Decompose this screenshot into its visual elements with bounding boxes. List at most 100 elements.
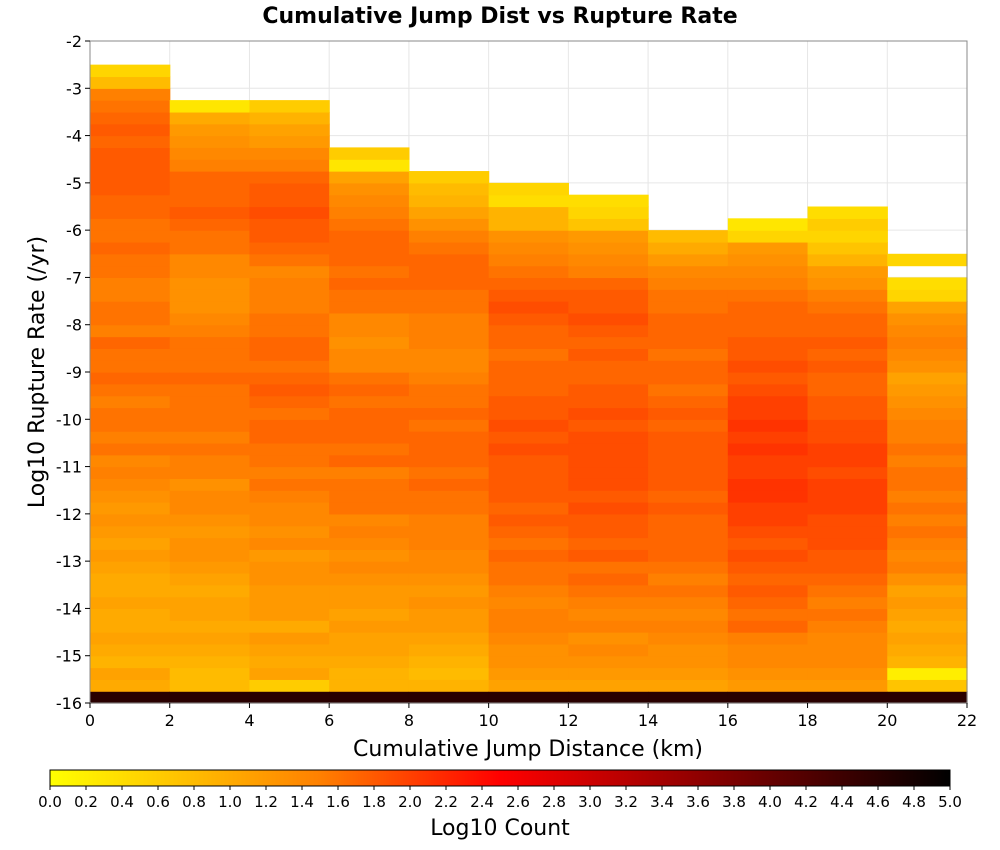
heatmap-cell [727,502,809,515]
heatmap-cell [329,679,410,692]
heatmap-cell [488,336,569,349]
heatmap-cell [329,419,410,432]
heatmap-cell [807,348,888,361]
heatmap-cell [648,525,729,539]
heatmap-cell [648,324,729,338]
heatmap-cell [90,159,171,172]
heatmap-cell [568,407,649,420]
heatmap-cell [727,655,809,669]
heatmap-cell [807,561,888,574]
heatmap-cell [249,360,330,373]
heatmap-cell [727,301,809,314]
heatmap-cell [568,679,649,692]
heatmap-cell [329,348,410,361]
heatmap-cell [488,253,569,267]
colorbar-tick-label: 2.6 [506,793,530,811]
heatmap-cell [408,608,490,621]
heatmap-cell [90,561,171,574]
y-tick-label: -10 [56,410,82,429]
heatmap-cell [169,596,251,610]
heatmap-cell [90,679,171,692]
heatmap-cell [169,301,251,314]
heatmap-cell [568,265,649,279]
heatmap-cell [249,123,330,137]
heatmap-cell [807,584,888,598]
heatmap-cell [90,135,171,148]
heatmap-cell [648,431,729,444]
heatmap-cell [249,312,330,326]
heatmap-cell [169,100,251,113]
heatmap-cell [727,383,809,397]
heatmap-cell [807,206,888,219]
heatmap-cell [408,643,490,657]
heatmap-cell [169,466,251,479]
heatmap-cell [488,206,569,219]
heatmap-cell [249,253,330,267]
heatmap-cell [568,324,649,338]
heatmap-cell [329,324,410,338]
heatmap-cell [249,372,330,385]
heatmap-cell [727,289,809,302]
heatmap-cell [807,549,888,562]
y-tick-label: -12 [56,505,82,524]
heatmap-cell [488,655,569,669]
heatmap-cell [408,584,490,598]
colorbar-tick-label: 0.2 [74,793,98,811]
heatmap-cell [90,407,171,420]
heatmap-cell [488,419,569,432]
heatmap-cell [408,230,490,243]
heatmap-cell [648,655,729,669]
heatmap-cell [648,620,729,633]
heatmap-cell [169,691,251,704]
heatmap-cell [329,312,410,326]
heatmap-cell [648,596,729,610]
heatmap-cell [568,419,649,432]
heatmap-cell [249,655,330,669]
heatmap-cell [727,691,809,704]
colorbar-tick-label: 0.0 [38,793,62,811]
colorbar-tick-label: 2.2 [434,793,458,811]
heatmap-cell [408,490,490,503]
heatmap-cell [568,643,649,657]
heatmap-cell [807,230,888,243]
heatmap-cell [727,348,809,361]
heatmap-cell [329,253,410,267]
y-tick-label: -11 [56,458,82,477]
heatmap-cell [727,265,809,279]
heatmap-cell [568,360,649,373]
heatmap-cell [90,383,171,397]
heatmap-cell [408,372,490,385]
heatmap-cell [568,301,649,314]
heatmap-cell [408,383,490,397]
heatmap-cell [169,442,251,456]
heatmap-cell [408,182,490,196]
heatmap-cell [169,667,251,680]
heatmap-cell [169,383,251,397]
heatmap-cell [887,513,968,527]
heatmap-cell [648,383,729,397]
heatmap-cell [807,466,888,479]
colorbar-tick-label: 2.0 [398,793,422,811]
heatmap-cell [329,360,410,373]
heatmap-cell [648,513,729,527]
heatmap-cell [169,549,251,562]
heatmap-cell [727,667,809,680]
heatmap-cell [90,301,171,314]
heatmap-cell [169,324,251,338]
heatmap-cell [90,655,171,669]
heatmap-cell [887,632,968,645]
heatmap-cell [249,513,330,527]
heatmap-cell [488,525,569,539]
heatmap-cell [169,679,251,692]
heatmap-cell [568,383,649,397]
heatmap-cell [568,372,649,385]
heatmap-cell [249,572,330,586]
heatmap-cell [90,502,171,515]
heatmap-cell [90,667,171,680]
heatmap-cell [249,301,330,314]
heatmap-cell [568,218,649,231]
heatmap-cell [408,620,490,633]
heatmap-cell [727,549,809,562]
heatmap-cell [727,360,809,373]
heatmap-cell [488,454,569,468]
